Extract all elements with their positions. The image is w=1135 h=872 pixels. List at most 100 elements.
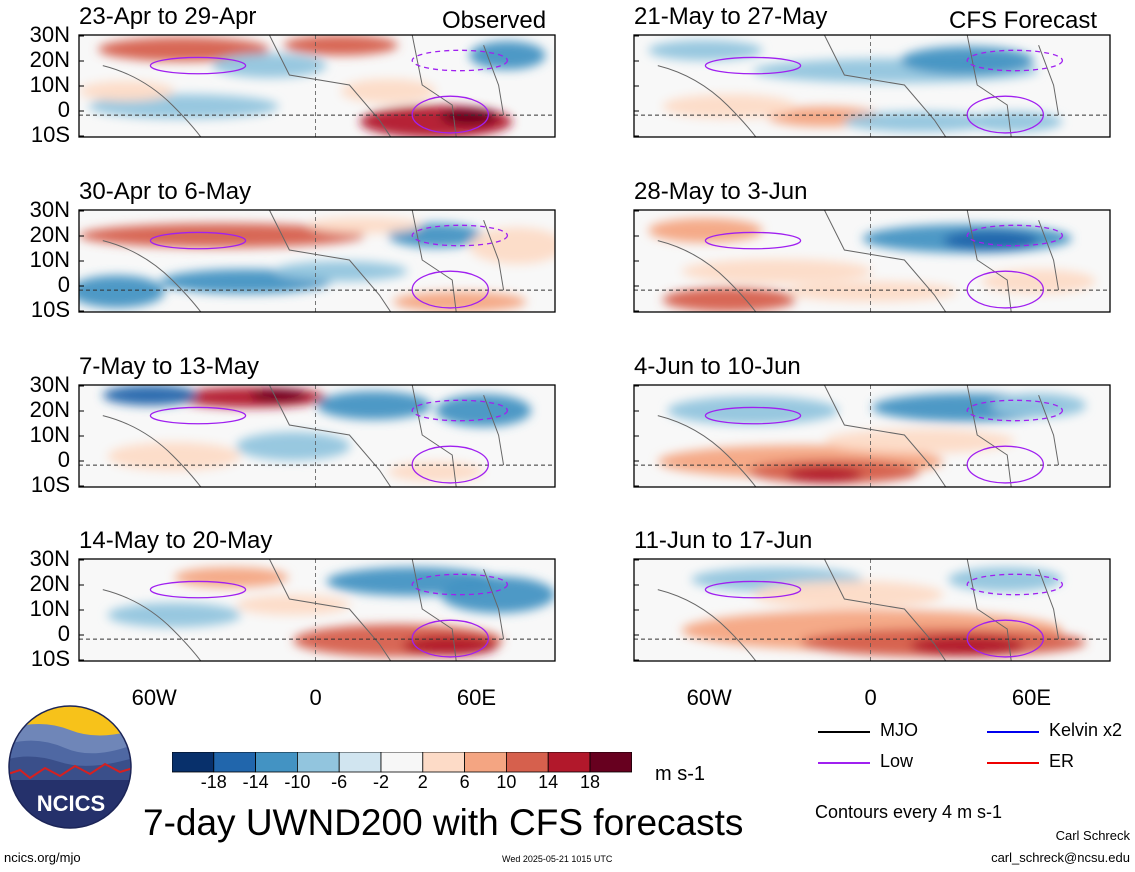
field-anomaly-1	[174, 567, 289, 588]
field-anomaly-7	[79, 80, 175, 102]
coastlines	[102, 559, 505, 661]
y-tick-label: 0	[57, 97, 70, 122]
y-tick-label: 30N	[29, 197, 70, 222]
field-anomaly-4	[667, 396, 839, 425]
footer-email[interactable]: carl_schreck@ncsu.edu	[991, 850, 1130, 865]
field-anomaly-6	[991, 393, 1087, 418]
field-anomaly-3	[102, 385, 198, 406]
footer-author: Carl Schreck	[1055, 828, 1130, 843]
panel-7	[633, 384, 1111, 488]
field-anomaly-3	[786, 466, 863, 483]
legend-label: ER	[1049, 751, 1075, 771]
field-anomaly-5	[843, 111, 996, 132]
main-title: 7-day UWND200 with CFS forecasts	[143, 802, 744, 843]
y-tick-label: 10N	[29, 422, 70, 447]
colorbar-segment	[589, 752, 632, 773]
y-tick-label: 0	[57, 272, 70, 297]
y-tick-label: 30N	[29, 546, 70, 571]
field-anomaly-2	[283, 35, 398, 56]
low-contours	[704, 224, 1064, 309]
y-tick-label: 30N	[29, 22, 70, 47]
field-anomaly-9	[469, 41, 546, 70]
x-tick-label: 60W	[686, 685, 732, 710]
coastlines	[657, 35, 1060, 137]
field-anomaly-7	[274, 261, 408, 282]
panel-5	[633, 34, 1111, 138]
low-contours	[704, 399, 1064, 484]
field-anomaly-4	[393, 291, 527, 312]
legend-swatch-mjo	[818, 731, 870, 733]
field-anomaly-4	[317, 391, 432, 420]
legend-swatch-low	[818, 762, 870, 764]
colorbar-segment	[464, 752, 507, 773]
coastlines	[102, 210, 505, 312]
field-anomaly-3	[943, 230, 1039, 251]
panel-2	[78, 209, 556, 313]
colorbar-tick-label: -2	[372, 772, 390, 792]
colorbar-segment	[547, 752, 591, 773]
y-tick-label: 20N	[29, 47, 70, 72]
legend-label: Kelvin x2	[1049, 720, 1123, 740]
panel-title-7: 4-Jun to 10-Jun	[634, 353, 801, 380]
y-tick-label: 10N	[29, 72, 70, 97]
coastlines	[102, 35, 505, 137]
y-tick-label: 10N	[29, 247, 70, 272]
colorbar-tick-label: 6	[459, 772, 470, 792]
colorbar-segment	[172, 752, 215, 773]
low-contours	[149, 399, 509, 484]
field-anomaly-2	[79, 275, 165, 308]
footer-url[interactable]: ncics.org/mjo	[4, 850, 81, 865]
legend-swatch-kelvin-x2	[987, 731, 1039, 733]
coastlines	[657, 385, 1060, 487]
colorbar-segment	[422, 752, 466, 773]
x-tick-label: 60W	[131, 685, 177, 710]
x-tick-label: 60E	[456, 685, 497, 710]
field-anomaly-8	[388, 461, 484, 482]
legend-label: Low	[880, 751, 914, 771]
low-contours	[704, 49, 1064, 134]
colorbar-segment	[505, 752, 549, 773]
panel-title-3: 7-May to 13-May	[79, 353, 260, 380]
y-tick-label: 20N	[29, 571, 70, 596]
field-anomaly-5	[436, 394, 532, 427]
y-tick-label: 0	[57, 447, 70, 472]
legend-label: MJO	[880, 720, 918, 740]
colorbar-segment	[297, 752, 340, 773]
field-anomaly-3	[440, 576, 555, 614]
panel-title-5: 21-May to 27-May	[634, 3, 828, 30]
legend-swatch-er	[987, 762, 1039, 764]
coastlines	[657, 210, 1060, 312]
panels-layer	[78, 34, 1111, 662]
panel-1	[78, 34, 556, 138]
field-anomaly-5	[212, 53, 327, 78]
field-anomaly-5	[681, 258, 872, 284]
coastlines	[102, 385, 505, 487]
field-anomaly-5	[948, 567, 1063, 592]
low-contours	[704, 573, 1064, 658]
colorbar-tick-label: 2	[417, 772, 428, 792]
panel-6	[633, 209, 1111, 313]
low-contours	[149, 224, 509, 309]
y-tick-label: 20N	[29, 222, 70, 247]
field-anomaly-4	[662, 287, 796, 312]
ncics-logo: NCICS	[8, 705, 132, 829]
colorbar-segment	[213, 752, 256, 773]
x-tick-label: 60E	[1011, 685, 1052, 710]
field-anomaly-8	[307, 217, 422, 234]
low-contours	[149, 573, 509, 658]
field-anomaly-6	[107, 602, 241, 628]
y-tick-label: 10S	[30, 646, 70, 671]
field-anomaly-6	[469, 227, 555, 265]
field-anomaly-7	[236, 594, 351, 616]
colorbar-segment	[338, 752, 382, 773]
colorbar-tick-label: -6	[331, 772, 348, 792]
panel-title-8: 11-Jun to 17-Jun	[634, 527, 813, 554]
footer-timestamp: Wed 2025-05-21 1015 UTC	[502, 854, 613, 864]
colorbar-tick-label: -18	[200, 772, 227, 792]
coastlines	[657, 559, 1060, 661]
panel-title-1: 23-Apr to 29-Apr	[79, 3, 257, 30]
field-anomaly-7	[824, 428, 1015, 454]
y-tick-label: 20N	[29, 397, 70, 422]
field-anomaly-1	[648, 40, 763, 61]
contour-note: Contours every 4 m s-1	[815, 802, 1003, 822]
